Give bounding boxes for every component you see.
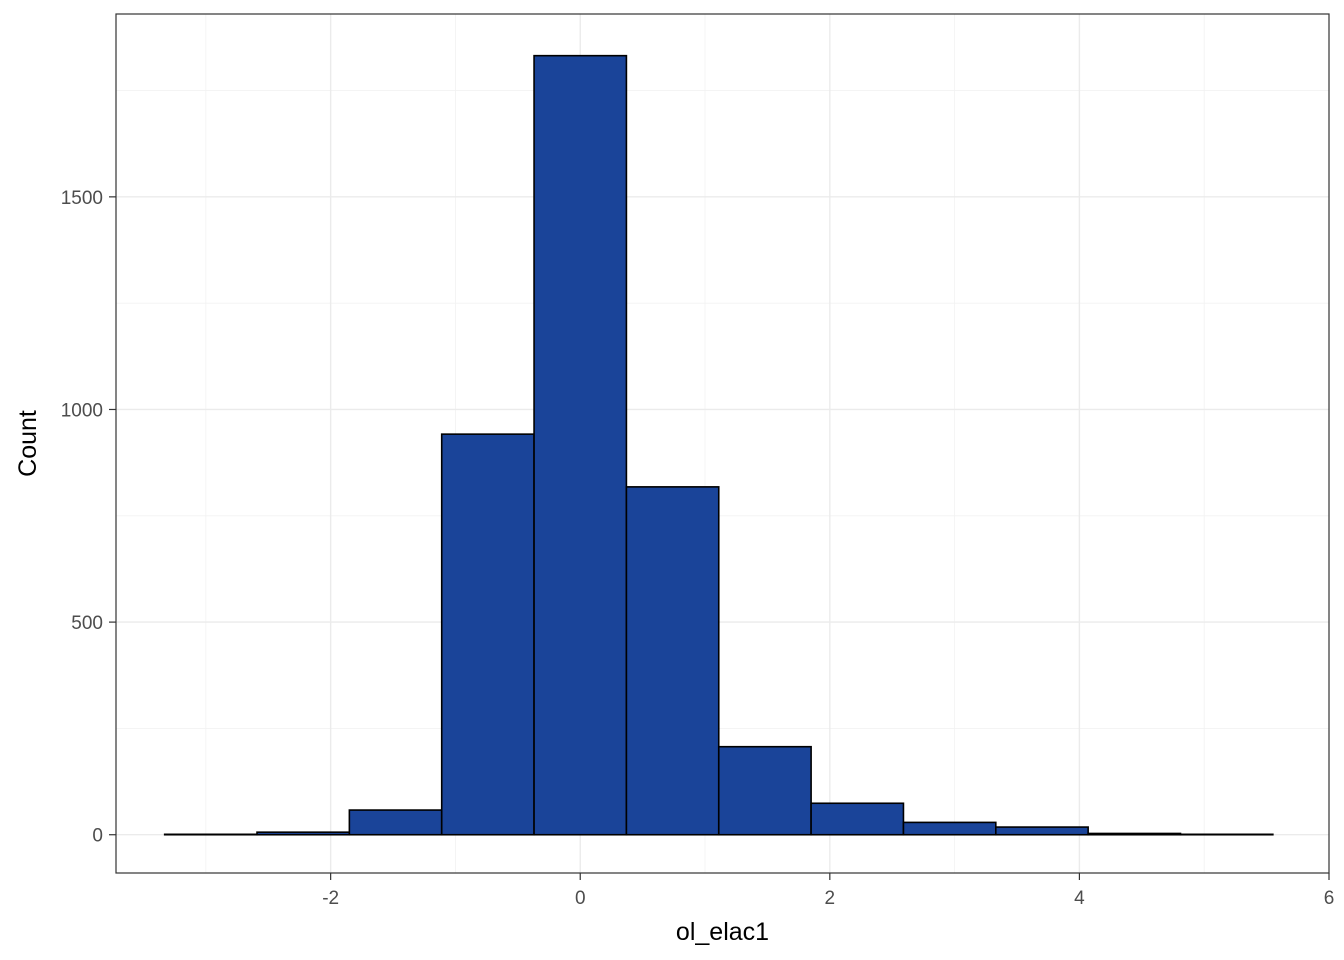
histogram-bar-9 [994, 826, 1089, 836]
y-tick-label: 500 [71, 613, 103, 634]
histogram-bar-1 [256, 831, 351, 836]
x-axis-ticks: -2 0 2 4 6 [322, 873, 1334, 909]
histogram-bars [163, 54, 1274, 836]
histogram-bar-3 [440, 433, 535, 836]
x-tick-label: 4 [1074, 888, 1085, 909]
x-tick-label: 2 [825, 888, 836, 909]
x-axis-title: ol_elac1 [676, 918, 769, 946]
histogram-bar-4 [533, 54, 628, 836]
plot-panel-border [115, 13, 1330, 874]
histogram-bar-8 [902, 821, 997, 836]
x-tick-label: 0 [575, 888, 586, 909]
y-tick-label: 0 [92, 826, 103, 847]
y-axis-ticks: 0 500 1000 1500 [61, 188, 116, 847]
histogram-bar-2 [348, 809, 443, 836]
x-tick-label: -2 [322, 888, 339, 909]
histogram-bar-7 [810, 802, 905, 836]
minor-gridlines-y [116, 90, 1329, 729]
y-tick-label: 1500 [61, 188, 103, 209]
histogram-bar-6 [717, 745, 812, 836]
y-tick-label: 1000 [61, 400, 103, 421]
histogram-bar-5 [625, 486, 720, 836]
y-axis-title: Count [14, 410, 42, 477]
x-tick-label: 6 [1324, 888, 1335, 909]
histogram-bar-10 [1087, 832, 1182, 836]
